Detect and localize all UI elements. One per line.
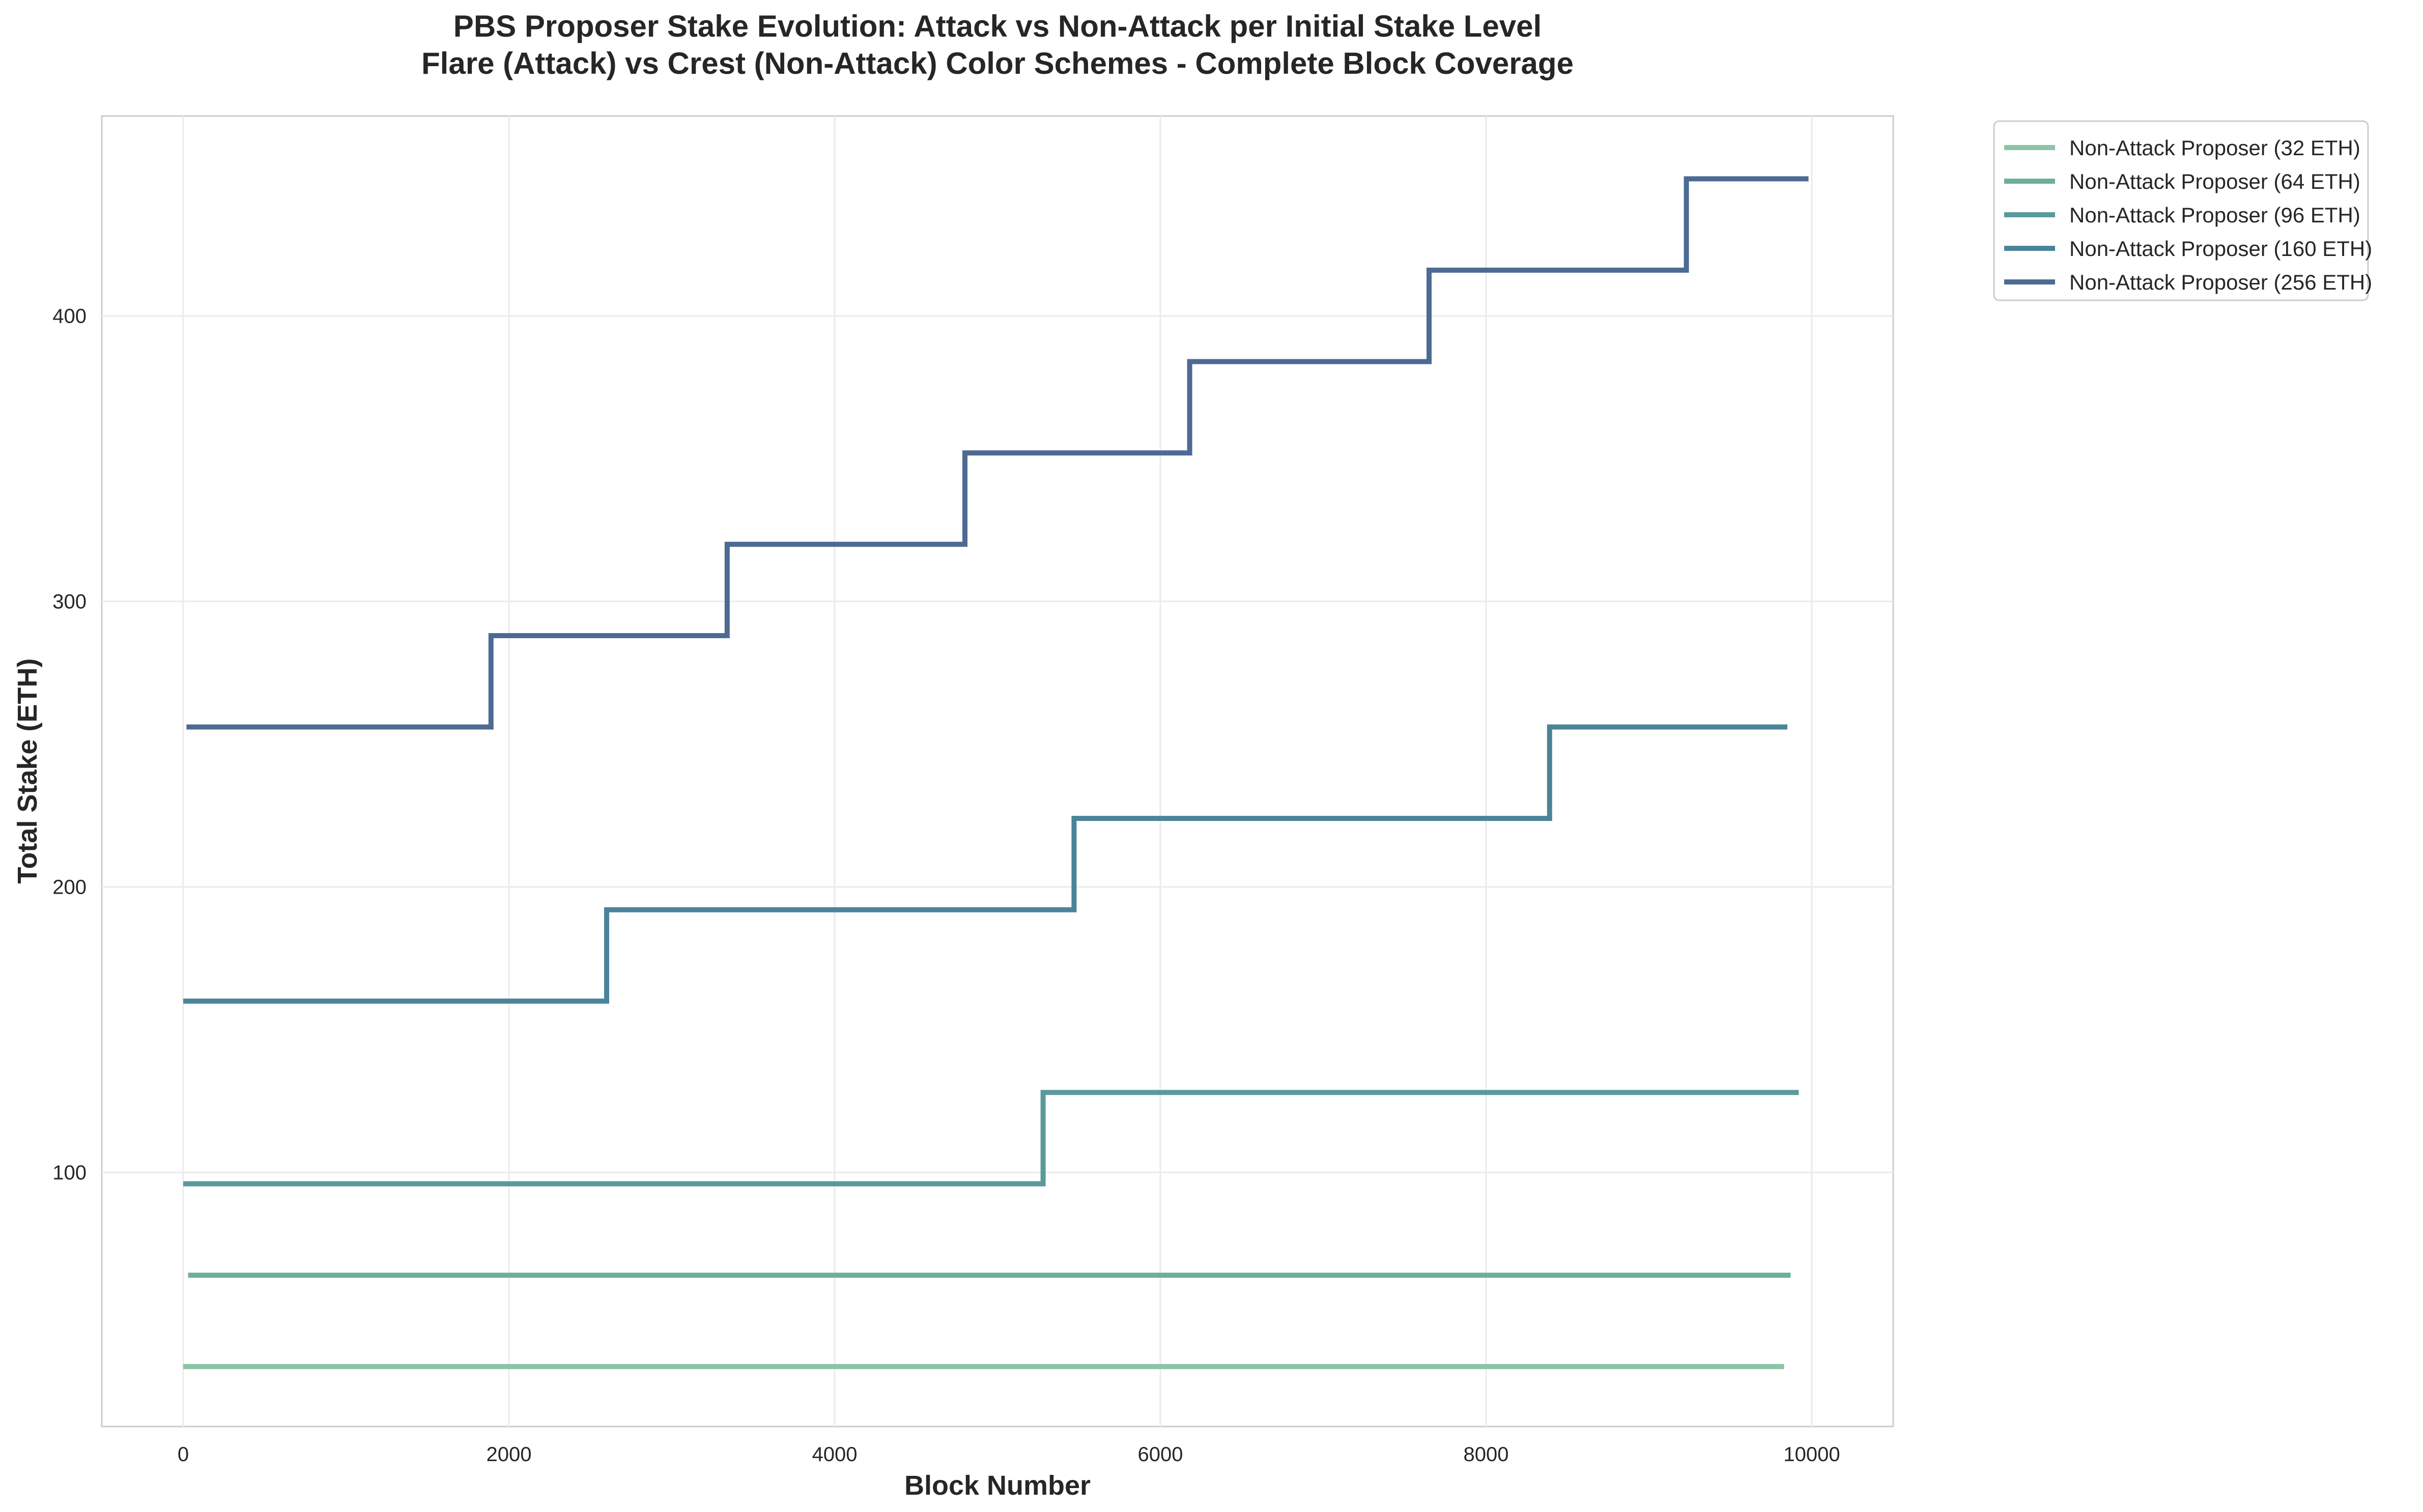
series-line — [183, 724, 1787, 1004]
series-line — [183, 1090, 1799, 1187]
x-tick-label: 2000 — [487, 1443, 532, 1466]
x-tick-label: 8000 — [1464, 1443, 1509, 1466]
x-axis-label: Block Number — [904, 1470, 1091, 1501]
legend-frame — [1993, 120, 2369, 301]
y-tick-label: 400 — [52, 305, 87, 328]
y-tick-label: 300 — [52, 591, 87, 613]
legend-entry: Non-Attack Proposer (256 ETH) — [2069, 270, 2372, 294]
legend: Non-Attack Proposer (32 ETH) Non-Attack P… — [1993, 120, 2372, 301]
y-axis-label: Total Stake (ETH) — [12, 658, 43, 883]
chart-title: PBS Proposer Stake Evolution: Attack vs … — [453, 9, 1542, 43]
grid — [102, 116, 1893, 1427]
series-line — [186, 176, 1809, 730]
legend-entry: Non-Attack Proposer (160 ETH) — [2069, 237, 2372, 261]
y-tick-label: 100 — [52, 1162, 87, 1184]
legend-items: Non-Attack Proposer (32 ETH) Non-Attack P… — [2004, 136, 2372, 294]
legend-entry: Non-Attack Proposer (64 ETH) — [2069, 169, 2360, 193]
legend-entry: Non-Attack Proposer (32 ETH) — [2069, 136, 2360, 160]
y-tick-labels: 100 200 300 400 — [52, 305, 87, 1184]
series-layer — [183, 176, 1809, 1370]
plot-area — [101, 115, 1894, 1428]
x-tick-label: 6000 — [1138, 1443, 1183, 1466]
legend-entry: Non-Attack Proposer (96 ETH) — [2069, 203, 2360, 227]
x-tick-label: 10000 — [1783, 1443, 1840, 1466]
y-tick-label: 200 — [52, 876, 87, 899]
x-tick-label: 0 — [178, 1443, 189, 1466]
x-tick-label: 4000 — [812, 1443, 858, 1466]
x-tick-labels: 0 2000 4000 6000 8000 10000 — [178, 1443, 1840, 1466]
chart-subtitle: Flare (Attack) vs Crest (Non-Attack) Col… — [421, 46, 1574, 80]
